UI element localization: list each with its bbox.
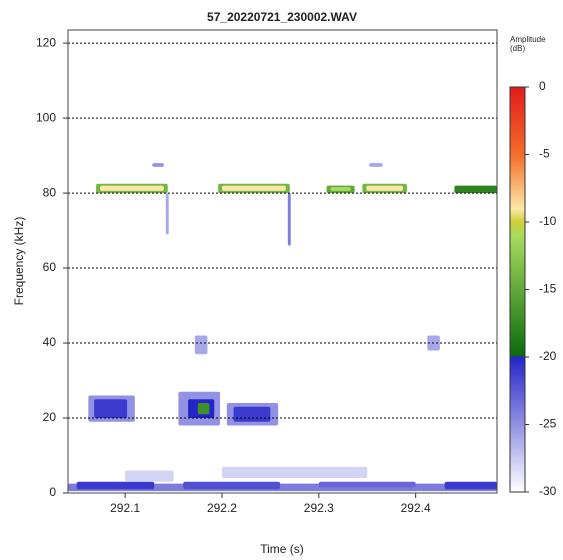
- chart-title: 57_20220721_230002.WAV: [207, 10, 357, 24]
- spectrogram-cell: [194, 335, 208, 355]
- spectrogram-cell: [125, 470, 174, 482]
- spectrogram-cell: [454, 185, 497, 194]
- x-tick-label: 292.4: [401, 501, 431, 515]
- colorbar-tick-label: -5: [539, 147, 550, 161]
- colorbar-tick-label: -30: [539, 484, 557, 498]
- colorbar-title: (dB): [510, 44, 525, 53]
- spectrogram-cell: [287, 193, 291, 246]
- y-axis-label: Frequency (kHz): [12, 217, 26, 306]
- spectrogram-cell: [369, 163, 383, 167]
- x-tick-label: 292.2: [207, 501, 237, 515]
- colorbar: [509, 86, 526, 493]
- y-tick-label: 60: [43, 260, 57, 274]
- spectrogram-cell: [444, 481, 497, 490]
- spectrogram-cell: [366, 185, 404, 191]
- spectrogram-cell: [94, 399, 128, 419]
- colorbar-tick-label: -10: [539, 214, 557, 228]
- colorbar-tick-label: -20: [539, 349, 557, 363]
- x-axis-label: Time (s): [260, 542, 304, 556]
- spectrogram-cell: [99, 185, 164, 191]
- colorbar-tick-label: -25: [539, 417, 557, 431]
- spectrogram-cell: [152, 163, 164, 167]
- spectrogram-cell: [183, 481, 281, 490]
- colorbar-tick-label: 0: [539, 79, 546, 93]
- spectrogram-cell: [221, 185, 286, 191]
- x-tick-label: 292.3: [304, 501, 334, 515]
- spectrogram-cell: [76, 481, 155, 490]
- spectrogram-cell: [165, 193, 169, 235]
- spectrogram-cell: [318, 481, 416, 488]
- x-tick-label: 292.1: [110, 501, 140, 515]
- plot-border: [67, 29, 498, 494]
- spectrogram-cell: [233, 406, 271, 422]
- spectrogram-cell: [197, 403, 210, 415]
- y-tick-label: 100: [36, 110, 56, 124]
- spectrogram-cell: [330, 187, 351, 191]
- spectrogram-cell: [221, 466, 368, 479]
- plot-area: [68, 163, 497, 492]
- y-tick-label: 120: [36, 35, 56, 49]
- colorbar-tick-label: -15: [539, 282, 557, 296]
- y-tick-label: 40: [43, 335, 57, 349]
- y-tick-label: 20: [43, 410, 57, 424]
- colorbar-title: Amplitude: [510, 35, 546, 44]
- y-tick-label: 80: [43, 185, 57, 199]
- y-tick-label: 0: [49, 485, 56, 499]
